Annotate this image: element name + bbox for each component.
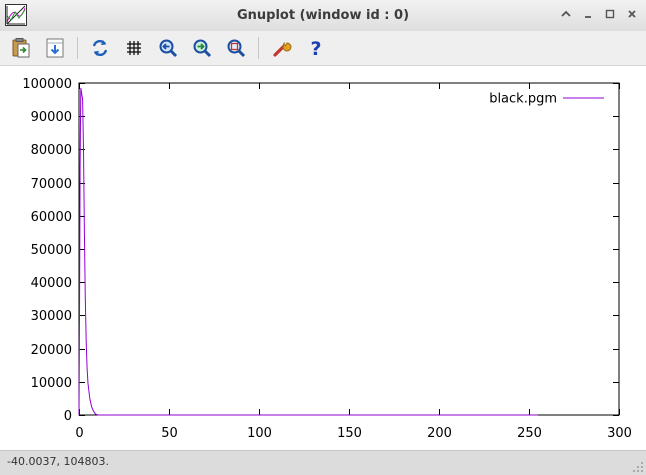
y-tick-label: 60000 bbox=[31, 210, 72, 225]
series-line bbox=[78, 87, 538, 416]
status-bar: -40.0037, 104803. bbox=[0, 450, 646, 475]
maximize-icon bbox=[605, 9, 615, 19]
y-tick-label: 40000 bbox=[31, 276, 72, 291]
x-tick-label: 100 bbox=[247, 426, 272, 441]
chart[interactable]: 0 10000 20000 30000 40000 50000 60000 70000 8000… bbox=[0, 66, 646, 450]
help-icon: ? bbox=[310, 38, 321, 59]
x-tick-label: 50 bbox=[161, 426, 178, 441]
window-title: Gnuplot (window id : 0) bbox=[236, 8, 410, 23]
previous-zoom-button[interactable] bbox=[156, 36, 180, 60]
x-tick-label: 300 bbox=[607, 426, 632, 441]
y-tick-label: 70000 bbox=[31, 177, 72, 192]
options-wrench-icon bbox=[273, 42, 292, 57]
y-tick-label: 90000 bbox=[31, 110, 72, 125]
x-tick-label: 0 bbox=[75, 426, 83, 441]
mouse-coordinates: -40.0037, 104803. bbox=[7, 455, 109, 468]
x-tick-label: 150 bbox=[337, 426, 362, 441]
copy-to-clipboard-icon bbox=[12, 38, 30, 58]
grid-icon bbox=[127, 41, 141, 55]
keep-above-icon bbox=[561, 10, 571, 17]
gnuplot-app-icon[interactable] bbox=[5, 4, 27, 26]
plot-area[interactable]: 0 10000 20000 30000 40000 50000 60000 70000 8000… bbox=[0, 66, 646, 450]
legend-label: black.pgm bbox=[489, 92, 557, 107]
keep-above-button[interactable] bbox=[556, 4, 576, 24]
replot-button[interactable] bbox=[88, 36, 112, 60]
help-button[interactable]: ? bbox=[304, 36, 328, 60]
copy-to-clipboard-button[interactable] bbox=[9, 36, 33, 60]
x-tick-label: 250 bbox=[517, 426, 542, 441]
next-zoom-icon bbox=[193, 39, 212, 58]
resize-grip-icon[interactable] bbox=[632, 461, 644, 473]
y-tick-label: 50000 bbox=[31, 243, 72, 258]
close-button[interactable] bbox=[622, 4, 642, 24]
y-tick-label: 100000 bbox=[22, 77, 72, 92]
next-zoom-button[interactable] bbox=[190, 36, 214, 60]
previous-zoom-icon bbox=[159, 39, 178, 58]
options-button[interactable] bbox=[270, 36, 294, 60]
y-tick-label: 80000 bbox=[31, 143, 72, 158]
toolbar-separator bbox=[77, 37, 78, 59]
print-button[interactable] bbox=[43, 36, 67, 60]
y-tick-label: 30000 bbox=[31, 309, 72, 324]
autoscale-button[interactable] bbox=[224, 36, 248, 60]
svg-text:?: ? bbox=[310, 38, 321, 59]
toolbar: ? bbox=[0, 31, 646, 66]
y-tick-label: 0 bbox=[64, 409, 72, 424]
replot-icon bbox=[92, 39, 108, 57]
plot-border bbox=[78, 82, 620, 416]
title-bar[interactable]: Gnuplot (window id : 0) bbox=[0, 0, 646, 32]
maximize-button[interactable] bbox=[600, 4, 620, 24]
minimize-button[interactable] bbox=[578, 4, 598, 24]
close-icon bbox=[628, 10, 636, 18]
toolbar-separator bbox=[258, 37, 259, 59]
y-tick-label: 20000 bbox=[31, 343, 72, 358]
print-icon bbox=[46, 38, 64, 58]
y-tick-label: 10000 bbox=[31, 376, 72, 391]
minimize-icon bbox=[585, 16, 591, 18]
grid-button[interactable] bbox=[122, 36, 146, 60]
x-tick-label: 200 bbox=[427, 426, 452, 441]
autoscale-icon bbox=[227, 39, 246, 58]
